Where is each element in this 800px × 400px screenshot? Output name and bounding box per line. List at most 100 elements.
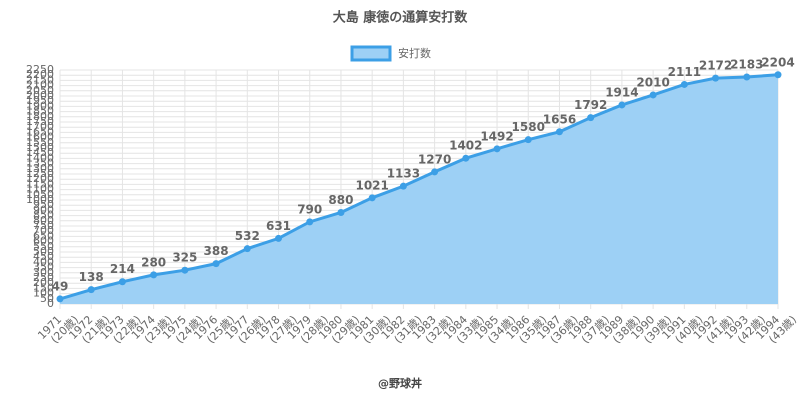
y-tick-label: 450 <box>33 250 54 263</box>
point <box>306 218 314 226</box>
y-tick-label: 2150 <box>26 73 54 86</box>
value-label: 1021 <box>355 178 388 192</box>
point <box>462 154 470 162</box>
value-label: 2172 <box>699 59 732 73</box>
value-label: 1656 <box>543 112 576 126</box>
y-tick-label: 100 <box>33 287 54 300</box>
point <box>743 73 751 81</box>
y-tick-label: 1200 <box>26 172 54 185</box>
y-tick-label: 2100 <box>26 79 54 92</box>
y-tick-label: 1000 <box>26 193 54 206</box>
value-label: 2183 <box>730 57 763 71</box>
point <box>399 182 407 190</box>
value-label: 2204 <box>761 55 794 69</box>
point <box>212 260 220 268</box>
y-tick-label: 2200 <box>26 68 54 81</box>
y-tick-label: 2250 <box>26 63 54 76</box>
area <box>60 74 778 304</box>
y-tick-label: 1850 <box>26 105 54 118</box>
point <box>493 145 501 153</box>
y-tick-label: 1400 <box>26 151 54 164</box>
value-label: 2111 <box>668 65 701 79</box>
value-label: 1492 <box>480 129 513 143</box>
y-tick-label: 1050 <box>26 188 54 201</box>
value-label: 1580 <box>512 120 545 134</box>
value-label: 1270 <box>418 152 451 166</box>
point <box>181 266 189 274</box>
point <box>118 278 126 286</box>
y-tick-label: 1700 <box>26 120 54 133</box>
point <box>587 114 595 122</box>
y-tick-label: 1450 <box>26 146 54 159</box>
value-label: 214 <box>110 262 135 276</box>
point <box>618 101 626 109</box>
y-tick-label: 250 <box>33 271 54 284</box>
y-tick-label: 1900 <box>26 99 54 112</box>
value-label: 532 <box>235 229 260 243</box>
y-tick-label: 600 <box>33 235 54 248</box>
y-tick-label: 750 <box>33 219 54 232</box>
y-tick-label: 800 <box>33 214 54 227</box>
point <box>712 74 720 82</box>
point <box>774 71 782 79</box>
y-tick-label: 1550 <box>26 136 54 149</box>
legend-swatch <box>350 45 392 62</box>
value-label: 280 <box>141 255 166 269</box>
point <box>524 136 532 144</box>
point <box>649 91 657 99</box>
value-label: 631 <box>266 219 291 233</box>
y-tick-label: 1150 <box>26 177 54 190</box>
y-tick-label: 300 <box>33 266 54 279</box>
value-label: 1402 <box>449 139 482 153</box>
y-tick-label: 500 <box>33 245 54 258</box>
point <box>243 245 251 253</box>
value-label: 138 <box>79 270 104 284</box>
point <box>150 271 158 279</box>
y-tick-label: 650 <box>33 229 54 242</box>
y-tick-label: 1750 <box>26 115 54 128</box>
y-tick-label: 1300 <box>26 162 54 175</box>
y-tick-label: 1600 <box>26 131 54 144</box>
line <box>59 73 779 301</box>
value-label: 1792 <box>574 98 607 112</box>
value-label: 790 <box>297 202 322 216</box>
y-tick-label: 1350 <box>26 157 54 170</box>
y-tick-label: 1950 <box>26 94 54 107</box>
point <box>337 208 345 216</box>
y-tick-label: 1800 <box>26 110 54 123</box>
y-tick-label: 1100 <box>26 183 54 196</box>
value-label: 1914 <box>605 85 638 99</box>
y-tick-label: 550 <box>33 240 54 253</box>
point <box>368 194 376 202</box>
y-tick-label: 700 <box>33 224 54 237</box>
y-tick-label: 350 <box>33 261 54 274</box>
y-tick-label: 150 <box>33 281 54 294</box>
point <box>275 234 283 242</box>
y-tick-label: 0 <box>47 297 54 310</box>
y-tick-label: 400 <box>33 255 54 268</box>
value-label: 2010 <box>636 75 669 89</box>
point <box>87 286 95 294</box>
point <box>431 168 439 176</box>
chart-title: 大島 康徳の通算安打数 <box>333 10 469 26</box>
value-label: 388 <box>204 244 229 258</box>
y-tick-label: 1500 <box>26 141 54 154</box>
y-tick-label: 50 <box>40 292 54 305</box>
value-label: 880 <box>328 193 353 207</box>
point <box>680 80 688 88</box>
x-tick-label: 1994(43歳) <box>753 305 799 351</box>
y-tick-label: 2050 <box>26 84 54 97</box>
point <box>56 295 64 303</box>
y-tick-label: 900 <box>33 203 54 216</box>
y-tick-label: 850 <box>33 209 54 222</box>
y-tick-label: 950 <box>33 198 54 211</box>
value-label: 325 <box>172 251 197 265</box>
y-tick-label: 2000 <box>26 89 54 102</box>
value-label: 49 <box>52 279 69 293</box>
y-tick-label: 1650 <box>26 125 54 138</box>
legend-label: 安打数 <box>398 46 431 60</box>
value-label: 1133 <box>387 167 420 181</box>
point <box>555 128 563 136</box>
y-tick-label: 200 <box>33 276 54 289</box>
